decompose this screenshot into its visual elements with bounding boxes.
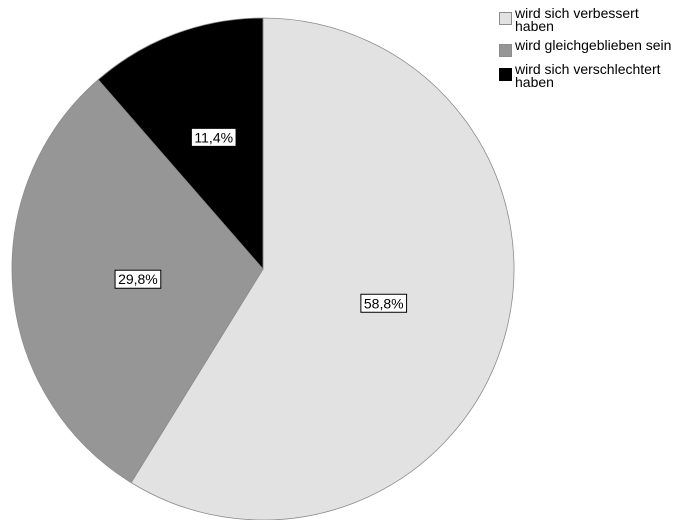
slice-label-improved: 58,8% xyxy=(360,293,408,313)
legend-swatch-improved xyxy=(499,12,512,25)
slice-label-box-worsened xyxy=(190,127,237,147)
legend-swatch-unchanged xyxy=(499,44,512,57)
chart-legend: wird sich verbessert haben wird gleichge… xyxy=(499,5,673,95)
slice-label-worsened: 11,4% xyxy=(190,127,237,147)
slice-label-box-unchanged xyxy=(114,269,162,289)
slice-label-text-unchanged: 29,8% xyxy=(118,271,158,287)
legend-label-improved: wird sich verbessert haben xyxy=(515,5,639,34)
legend-item-worsened: wird sich verschlechtert haben xyxy=(499,61,673,90)
legend-label-unchanged: wird gleichgeblieben sein xyxy=(515,37,672,53)
legend-item-improved: wird sich verbessert haben xyxy=(499,5,673,34)
slice-label-text-worsened: 11,4% xyxy=(194,129,233,145)
slice-label-unchanged: 29,8% xyxy=(114,269,162,289)
slice-label-box-improved xyxy=(360,293,408,313)
legend-label-worsened: wird sich verschlechtert haben xyxy=(515,61,661,90)
legend-swatch-worsened xyxy=(499,68,512,81)
slice-label-text-improved: 58,8% xyxy=(364,295,404,311)
pie-slice-worsened xyxy=(97,17,264,271)
legend-item-unchanged: wird gleichgeblieben sein xyxy=(499,37,673,57)
